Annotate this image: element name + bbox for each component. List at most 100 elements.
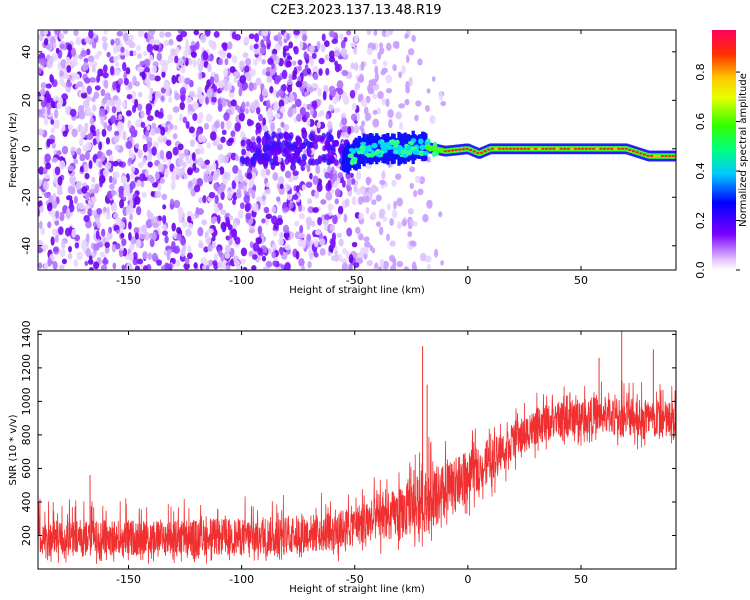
noise-band-mark — [326, 158, 332, 166]
signal-core-mark — [487, 148, 491, 151]
noise-mark — [95, 128, 100, 137]
noise-mark — [54, 166, 61, 176]
noise-mark — [307, 261, 312, 269]
noise-mark — [239, 258, 246, 265]
noise-mark — [262, 30, 269, 37]
noise-mark — [344, 198, 350, 208]
noise-mark — [59, 211, 65, 222]
noise-mark — [140, 110, 145, 118]
noise-mark — [261, 255, 267, 262]
spectrogram-signal-layer — [341, 130, 676, 175]
noise-mark — [102, 168, 109, 177]
noise-mark — [208, 259, 214, 267]
noise-mark — [330, 239, 336, 249]
noise-mark — [357, 196, 364, 205]
noise-mark — [237, 209, 244, 219]
noise-mark — [222, 155, 229, 164]
snr-y-ticks: 200 400 600 800 1000 1200 1400 — [20, 320, 676, 546]
noise-mark — [213, 120, 220, 129]
noise-mark — [59, 248, 66, 257]
signal-core-mark — [534, 147, 538, 150]
spectrogram-x-ticks: -150 -100 -50 0 50 — [116, 30, 588, 287]
noise-mark — [43, 181, 49, 191]
noise-band-mark — [306, 148, 312, 156]
signal-core-mark — [617, 147, 621, 150]
signal-blob-mark — [406, 150, 413, 156]
noise-mark — [381, 170, 386, 180]
noise-mark — [279, 183, 284, 190]
noise-mark — [386, 202, 391, 211]
noise-mark — [205, 235, 212, 245]
noise-mark — [355, 112, 360, 122]
noise-mark — [305, 216, 313, 226]
noise-mark — [136, 44, 141, 52]
colorbar-label: Normalized spectral amplitude — [738, 73, 749, 227]
noise-band-mark — [269, 148, 275, 156]
noise-mark — [173, 124, 178, 131]
noise-mark — [332, 182, 338, 189]
noise-mark — [286, 84, 293, 93]
noise-mark — [186, 158, 193, 165]
noise-mark — [282, 48, 287, 58]
noise-band-mark — [324, 139, 330, 147]
signal-band-mark — [590, 146, 594, 152]
noise-mark — [348, 263, 353, 270]
noise-mark — [216, 143, 224, 151]
noise-mark — [365, 112, 372, 121]
signal-core-mark — [595, 147, 599, 150]
noise-mark — [314, 190, 320, 199]
noise-mark — [135, 238, 142, 249]
signal-band-mark — [641, 151, 645, 157]
noise-band-mark — [321, 153, 327, 161]
noise-mark — [52, 246, 59, 253]
noise-mark — [108, 226, 113, 234]
noise-mark — [277, 237, 284, 246]
y-tick-label: -20 — [20, 188, 33, 206]
noise-mark — [38, 166, 45, 175]
noise-mark — [168, 38, 174, 46]
spectrogram-x-label: Height of straight line (km) — [289, 285, 425, 296]
noise-mark — [177, 143, 184, 151]
noise-mark — [104, 161, 112, 170]
noise-mark — [159, 31, 165, 39]
noise-mark — [157, 136, 163, 143]
noise-mark — [186, 210, 193, 219]
noise-mark — [97, 150, 103, 159]
noise-mark — [58, 97, 64, 106]
signal-band-mark — [489, 146, 493, 152]
noise-mark — [38, 110, 42, 118]
noise-mark — [376, 107, 381, 115]
noise-mark — [313, 252, 319, 258]
noise-mark — [340, 40, 346, 49]
signal-core-mark — [570, 147, 574, 150]
noise-mark — [271, 206, 277, 214]
y-tick-label: 40 — [20, 45, 33, 59]
noise-mark — [134, 81, 140, 87]
noise-mark — [106, 51, 111, 58]
noise-mark — [248, 81, 254, 92]
noise-mark — [152, 216, 158, 225]
noise-band-mark — [246, 144, 252, 152]
noise-mark — [323, 214, 330, 221]
noise-mark — [340, 117, 348, 126]
noise-mark — [105, 149, 113, 157]
noise-mark — [168, 96, 173, 103]
noise-mark — [204, 30, 211, 37]
noise-mark — [206, 142, 212, 149]
noise-mark — [86, 85, 92, 95]
noise-mark — [228, 137, 235, 144]
noise-band-mark — [286, 151, 292, 159]
signal-core-mark — [566, 147, 570, 150]
noise-mark — [128, 221, 132, 230]
noise-mark — [264, 188, 271, 195]
noise-mark — [81, 85, 86, 94]
noise-mark — [332, 214, 338, 225]
noise-band-mark — [307, 158, 313, 166]
signal-core-mark — [592, 147, 596, 150]
noise-mark — [392, 64, 397, 72]
noise-mark — [136, 53, 143, 59]
noise-mark — [417, 188, 424, 196]
noise-mark — [174, 55, 179, 64]
noise-mark — [282, 201, 287, 209]
noise-mark — [132, 50, 137, 57]
